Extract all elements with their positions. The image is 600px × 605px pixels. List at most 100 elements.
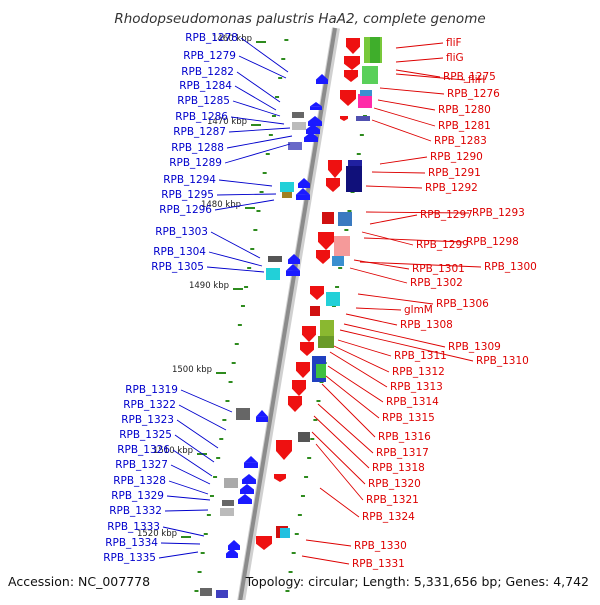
gene-arrow-body bbox=[306, 129, 320, 134]
gene-label: RPB_1287 bbox=[173, 126, 226, 138]
gene-leader-line bbox=[170, 464, 211, 485]
gene-arrow-body bbox=[244, 462, 258, 468]
gene-label: RPB_1309 bbox=[448, 341, 501, 353]
gene-block bbox=[338, 212, 352, 226]
gene-leader-line bbox=[180, 389, 233, 413]
gene-leader-line bbox=[355, 307, 402, 311]
accession-label: Accession: NC_007778 bbox=[8, 574, 150, 589]
gene-label: RPB_1284 bbox=[179, 80, 232, 92]
gene-label: RPB_1320 bbox=[368, 478, 421, 490]
gene-block bbox=[236, 408, 250, 420]
gene-leader-line bbox=[395, 69, 441, 78]
gene-block bbox=[280, 182, 294, 192]
gene-leader-line bbox=[363, 237, 464, 243]
gene-label: RPB_1314 bbox=[386, 396, 439, 408]
gene-label: RPB_1292 bbox=[425, 182, 478, 194]
gene-leader-line bbox=[379, 156, 428, 165]
gene-label: RPB_1326 bbox=[117, 444, 170, 456]
scale-label: 1520 kbp bbox=[137, 529, 177, 539]
gene-leader-line bbox=[369, 214, 418, 225]
gene-arrow-reverse bbox=[256, 536, 272, 550]
gene-leader-line bbox=[178, 404, 227, 431]
gene-label: RPB_1291 bbox=[428, 167, 481, 179]
gene-label: RPB_1279 bbox=[183, 50, 236, 62]
genome-summary: Topology: circular; Length: 5,331,656 bp… bbox=[245, 574, 589, 589]
gene-label: RPB_1328 bbox=[113, 475, 166, 487]
gene-arrow-reverse bbox=[302, 326, 316, 342]
gene-label: RPB_1289 bbox=[169, 157, 222, 169]
gene-leader-line bbox=[329, 351, 388, 388]
gene-leader-line bbox=[395, 42, 444, 49]
gene-leader-line bbox=[232, 100, 281, 117]
gene-arrow-reverse bbox=[274, 474, 286, 482]
gene-label: RPB_1305 bbox=[151, 261, 204, 273]
gene-block bbox=[224, 478, 238, 488]
gene-label: RPB_1322 bbox=[123, 399, 176, 411]
gene-block bbox=[280, 528, 290, 538]
gene-leader-line bbox=[373, 107, 436, 127]
gene-arrow-forward bbox=[296, 188, 310, 195]
gene-leader-line bbox=[240, 37, 289, 73]
gene-label: RPB_1285 bbox=[177, 95, 230, 107]
gene-label: RPB_1331 bbox=[352, 558, 405, 570]
gene-leader-line bbox=[313, 415, 370, 469]
gene-arrow-reverse bbox=[340, 90, 356, 106]
gene-arrow-forward bbox=[256, 410, 268, 417]
gene-arrow-forward bbox=[288, 254, 300, 260]
scale-label: 1500 kbp bbox=[172, 365, 212, 375]
gene-arrow-body bbox=[308, 121, 322, 126]
gene-arrow-body bbox=[298, 183, 310, 188]
gene-block bbox=[316, 364, 326, 378]
gene-arrow-body bbox=[242, 479, 256, 484]
gene-arrow-body bbox=[238, 499, 252, 504]
gene-leader-line bbox=[172, 449, 213, 477]
scale-labels: 1460 kbp 1470 kbp 1480 kbp 1490 kbp 1500 kbp… bbox=[137, 34, 266, 539]
gene-block bbox=[348, 160, 362, 166]
gene-arrow-reverse bbox=[310, 286, 324, 300]
genome-backbone bbox=[237, 27, 340, 603]
gene-leader-line bbox=[317, 403, 374, 454]
gene-label: RPB_1325 bbox=[119, 429, 172, 441]
gene-leader-line bbox=[349, 267, 408, 284]
gene-arrow-forward bbox=[228, 540, 240, 546]
gene-arrow-reverse bbox=[326, 178, 340, 192]
gene-label: RPB_1311 bbox=[394, 350, 447, 362]
gene-arrow-forward bbox=[304, 132, 318, 138]
gene-arrow-reverse bbox=[346, 38, 360, 54]
gene-arrow-body bbox=[228, 545, 240, 550]
gene-label: RPB_1286 bbox=[175, 111, 228, 123]
gene-label: RPB_1332 bbox=[109, 505, 162, 517]
gene-leader-line bbox=[343, 323, 446, 348]
gene-arrow-forward bbox=[310, 102, 322, 107]
gene-label: RPB_1290 bbox=[430, 151, 483, 163]
gene-block bbox=[322, 212, 334, 224]
gene-label: RPB_1294 bbox=[163, 174, 216, 186]
scale-label: 1490 kbp bbox=[189, 281, 229, 291]
gene-block bbox=[358, 94, 372, 108]
gene-block bbox=[362, 66, 378, 84]
gene-arrow-body bbox=[286, 270, 300, 276]
gene-arrow-forward bbox=[308, 116, 322, 122]
gene-label: RPB_1334 bbox=[105, 537, 158, 549]
gene-block bbox=[292, 112, 304, 118]
gene-label: RPB_1280 bbox=[438, 104, 491, 116]
gene-leader-line bbox=[210, 231, 261, 259]
gene-leader-line bbox=[164, 509, 209, 512]
gene-label: RPB_1321 bbox=[366, 494, 419, 506]
gene-block bbox=[216, 590, 228, 598]
gene-arrow-body bbox=[310, 106, 322, 110]
gene-label: RPB_1316 bbox=[378, 431, 431, 443]
gene-arrow-reverse bbox=[288, 396, 302, 412]
gene-leader-line bbox=[216, 193, 277, 196]
gene-arrow-reverse bbox=[328, 160, 342, 178]
gene-label: RPB_1310 bbox=[476, 355, 529, 367]
gene-label: RPB_1335 bbox=[103, 552, 156, 564]
gene-label: RPB_1299 bbox=[416, 239, 469, 251]
gene-label: fliH bbox=[468, 74, 485, 86]
gene-leader-line bbox=[365, 211, 470, 214]
gene-leader-line bbox=[321, 383, 376, 438]
gene-arrow-forward bbox=[238, 494, 252, 500]
